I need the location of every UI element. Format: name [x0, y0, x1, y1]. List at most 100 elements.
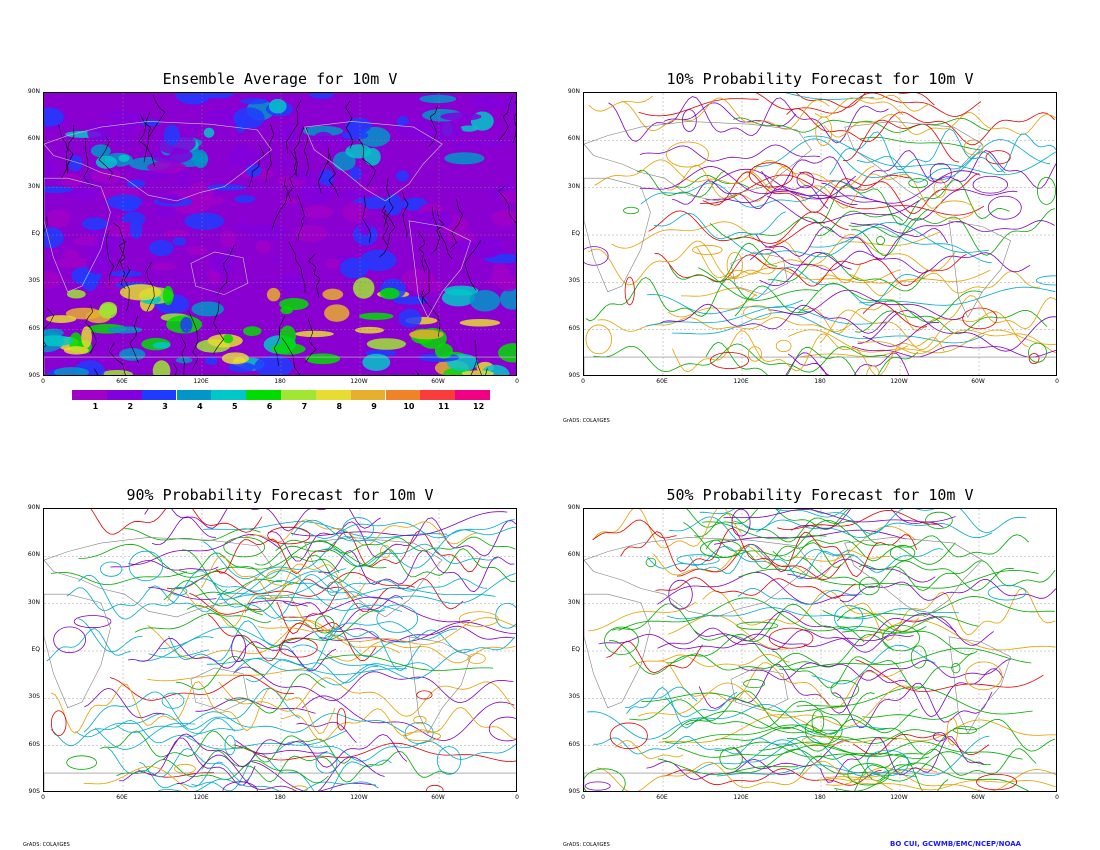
contour-line: [772, 534, 1030, 562]
colorbar-segment: [315, 390, 351, 400]
contour-loop: [933, 179, 947, 198]
field-blob: [336, 189, 375, 199]
contour-line: [421, 288, 441, 337]
contour-line: [667, 293, 757, 318]
lon-label: 120W: [890, 794, 908, 801]
contour-line: [795, 93, 935, 109]
contour-line: [244, 596, 386, 641]
lat-label: 30S: [568, 693, 580, 701]
contour-line: [799, 345, 909, 358]
field-blob: [409, 329, 444, 340]
contour-line: [702, 590, 920, 633]
contour-loop: [584, 246, 609, 266]
contour-line: [606, 640, 703, 674]
contour-line: [862, 710, 959, 720]
lon-label: 180: [274, 794, 286, 801]
field-blob: [152, 360, 171, 375]
field-blob: [162, 285, 174, 306]
contour-line: [383, 178, 394, 228]
contour-loop: [802, 735, 845, 746]
field-blob: [81, 217, 108, 231]
contour-loop: [376, 604, 419, 633]
contour-loop: [426, 784, 444, 791]
contour-loop: [50, 710, 67, 737]
contour-loop: [100, 561, 123, 577]
contour-line: [803, 135, 1056, 176]
contour-line: [151, 516, 217, 546]
field-blob: [360, 249, 397, 272]
field-blob: [411, 211, 454, 231]
contour-line: [278, 519, 515, 539]
contour-loop: [692, 244, 723, 255]
contour-line: [282, 595, 404, 630]
lon-label: 180: [814, 378, 826, 385]
contour-line: [785, 352, 830, 375]
contour-line: [694, 513, 879, 544]
contour-loop: [584, 768, 626, 791]
contour-line: [100, 730, 353, 764]
contour-line: [738, 568, 1039, 589]
contour-line: [755, 226, 948, 261]
colorbar-label: 7: [301, 402, 308, 411]
contour-line: [723, 509, 956, 523]
contour-line: [689, 544, 851, 580]
contour-line: [667, 614, 789, 650]
contour-line: [428, 105, 439, 147]
contour-line: [291, 511, 508, 537]
contour-line: [308, 253, 321, 298]
contour-line: [629, 699, 918, 734]
contour-line: [834, 762, 1030, 791]
contour-line: [741, 735, 990, 777]
contour-line: [672, 330, 945, 375]
contour-line: [776, 510, 938, 530]
probability-10-title: 10% Probability Forecast for 10m V: [666, 70, 974, 88]
contour-line: [809, 221, 990, 253]
contour-line: [98, 136, 113, 181]
lat-label: 90N: [27, 88, 40, 95]
contour-loop: [743, 305, 772, 320]
contour-line: [855, 659, 1044, 693]
contour-loop: [1028, 342, 1047, 363]
colorbar-label: 3: [162, 402, 168, 411]
contour-line: [693, 611, 994, 647]
field-blob: [203, 127, 215, 138]
contour-line: [498, 95, 513, 142]
contour-loop: [726, 252, 743, 278]
contour-line: [850, 208, 1056, 256]
contour-line: [50, 681, 336, 735]
lat-label: 30S: [28, 277, 40, 285]
contour-line: [588, 240, 777, 286]
field-blob: [109, 270, 143, 277]
contour-line: [814, 97, 904, 118]
contour-line: [621, 97, 830, 132]
coastline: [304, 121, 443, 202]
field-blob: [305, 353, 341, 365]
contour-line: [255, 587, 496, 601]
coastline: [730, 251, 789, 295]
contour-line: [699, 509, 847, 518]
field-blob: [175, 357, 193, 364]
contour-line: [148, 649, 209, 658]
field-blob: [177, 170, 190, 187]
contour-line: [271, 177, 289, 230]
contour-loop: [314, 615, 335, 634]
field-blob: [246, 222, 287, 241]
field-blob: [204, 356, 218, 365]
field-blob: [62, 250, 80, 259]
contour-line: [75, 713, 244, 738]
contour-line: [317, 654, 494, 671]
field-blob: [74, 191, 96, 201]
contour-line: [51, 571, 188, 586]
field-blob: [379, 287, 400, 300]
contour-loop: [709, 352, 749, 370]
contour-loop: [645, 557, 657, 568]
contour-line: [46, 628, 131, 662]
contour-loop: [876, 236, 885, 246]
contour-line: [668, 516, 738, 541]
field-blob: [313, 131, 334, 146]
field-blob: [440, 112, 482, 121]
field-blob: [434, 343, 453, 359]
contour-line: [402, 190, 409, 238]
lon-label: 0: [581, 378, 585, 385]
field-blob: [180, 317, 193, 333]
